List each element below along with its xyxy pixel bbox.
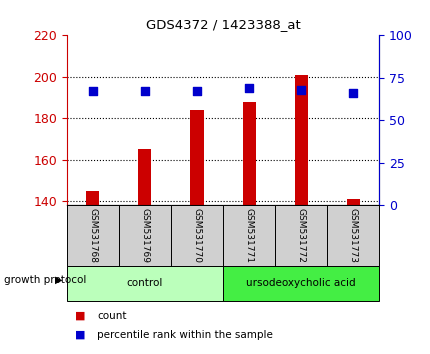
Bar xyxy=(138,149,151,205)
Text: GSM531773: GSM531773 xyxy=(348,208,357,263)
Point xyxy=(89,88,96,94)
Text: GSM531768: GSM531768 xyxy=(88,208,97,263)
Title: GDS4372 / 1423388_at: GDS4372 / 1423388_at xyxy=(145,18,300,32)
Text: growth protocol: growth protocol xyxy=(4,275,86,285)
Point xyxy=(193,88,200,94)
Bar xyxy=(242,102,255,205)
Text: control: control xyxy=(126,278,163,288)
Point xyxy=(141,88,148,94)
Point xyxy=(297,87,304,93)
Text: ursodeoxycholic acid: ursodeoxycholic acid xyxy=(246,278,355,288)
Bar xyxy=(171,205,223,266)
Text: ▶: ▶ xyxy=(55,275,62,285)
Text: count: count xyxy=(97,311,126,321)
Bar xyxy=(294,75,307,205)
Text: GSM531771: GSM531771 xyxy=(244,208,253,263)
Bar xyxy=(223,266,378,301)
Bar xyxy=(67,205,119,266)
Bar xyxy=(190,110,203,205)
Text: GSM531769: GSM531769 xyxy=(140,208,149,263)
Text: percentile rank within the sample: percentile rank within the sample xyxy=(97,330,272,340)
Text: GSM531770: GSM531770 xyxy=(192,208,201,263)
Text: ■: ■ xyxy=(75,311,86,321)
Bar xyxy=(119,205,171,266)
Text: ■: ■ xyxy=(75,330,86,340)
Bar xyxy=(86,191,99,205)
Bar xyxy=(67,266,223,301)
Bar xyxy=(274,205,326,266)
Point xyxy=(245,85,252,91)
Point xyxy=(349,90,356,96)
Text: GSM531772: GSM531772 xyxy=(296,208,305,263)
Bar xyxy=(346,199,359,205)
Bar xyxy=(326,205,378,266)
Bar xyxy=(223,205,274,266)
